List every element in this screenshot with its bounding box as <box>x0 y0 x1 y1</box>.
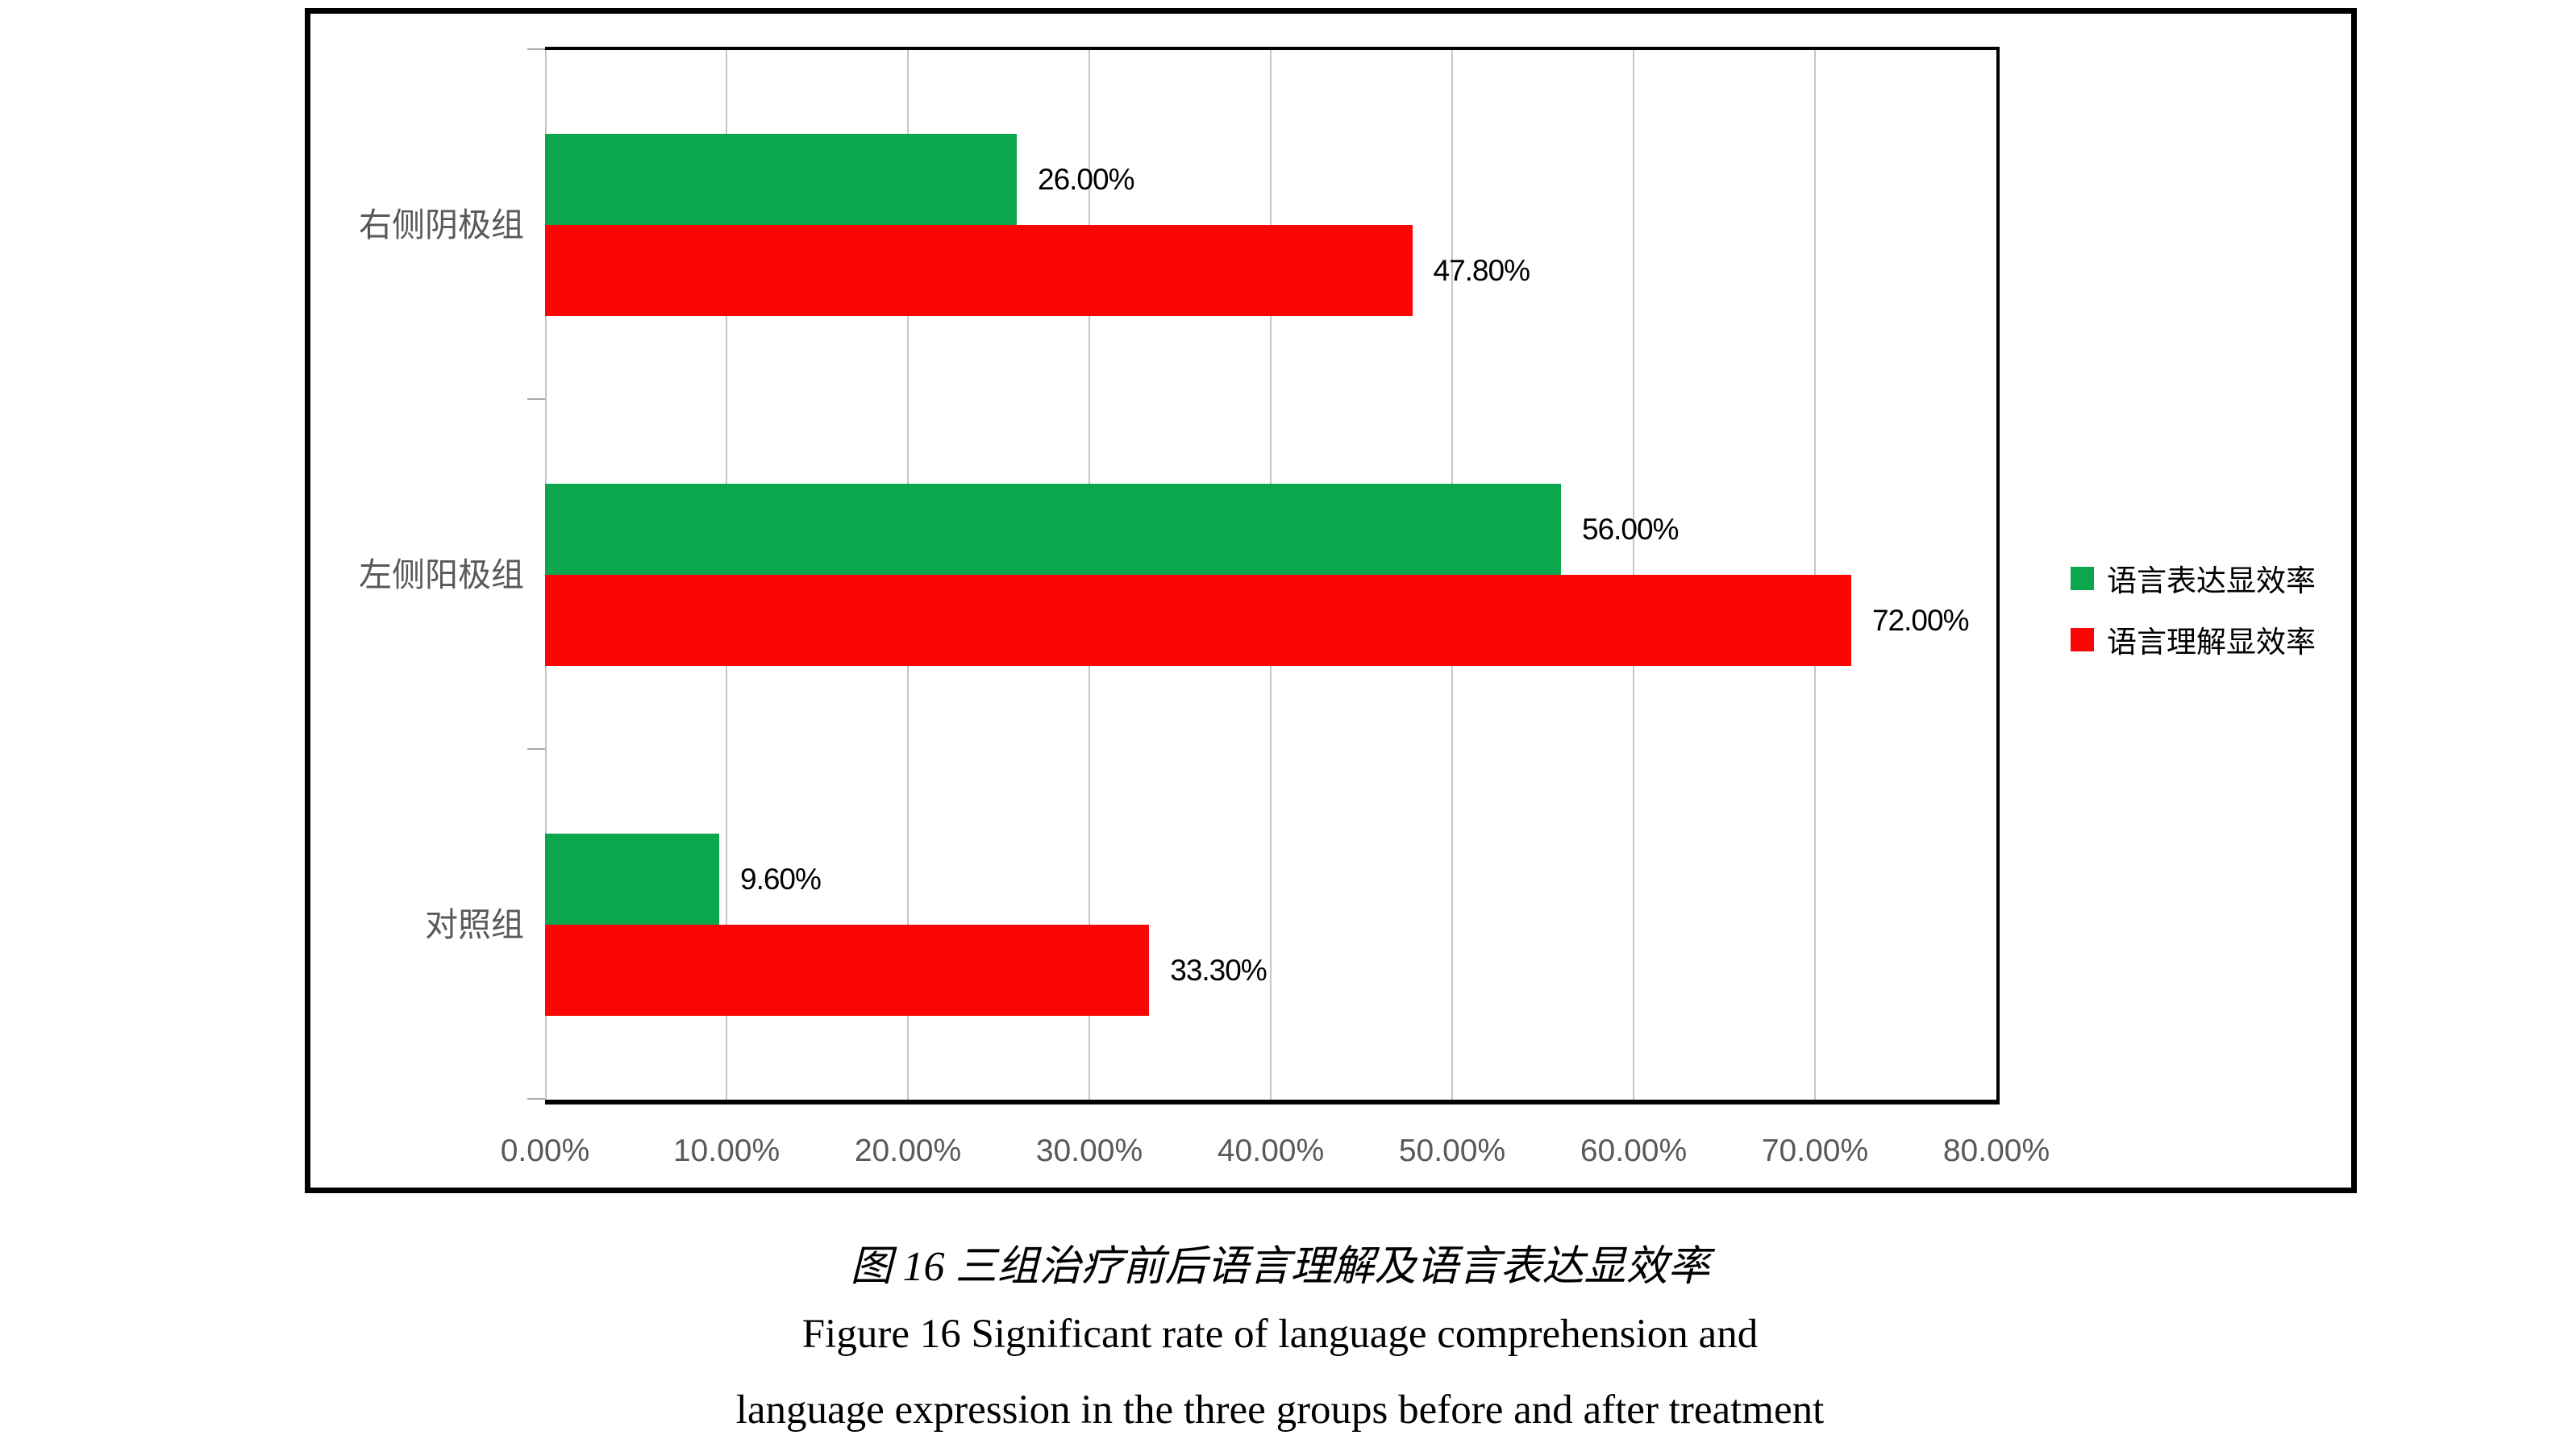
bar-comprehension-control <box>545 925 1150 1016</box>
legend-item-expression: 语言表达显效率 <box>2071 556 2316 600</box>
category-label-left-anode: 左侧阳极组 <box>359 556 524 593</box>
caption-chinese: 图 16 三组治疗前后语言理解及语言表达显效率 <box>850 1244 1710 1290</box>
category-axis-tick <box>527 48 545 50</box>
bar-comprehension-right-cathode <box>545 225 1413 316</box>
x-tick-label: 60.00% <box>1580 1134 1688 1168</box>
x-tick-label: 0.00% <box>500 1134 590 1168</box>
bar-comprehension-left-anode <box>545 575 1851 666</box>
bar-value-label: 26.00% <box>1038 162 1134 196</box>
x-tick-label: 30.00% <box>1035 1134 1143 1168</box>
x-tick-label: 80.00% <box>1942 1134 2050 1168</box>
category-band-control: 9.60% 33.30% <box>545 750 1996 1100</box>
bar-expression-control <box>545 834 719 925</box>
category-label-right-cathode: 右侧阴极组 <box>359 206 524 243</box>
legend: 语言表达显效率 语言理解显效率 <box>2071 556 2316 661</box>
legend-item-comprehension: 语言理解显效率 <box>2071 618 2316 661</box>
category-band-right-cathode: 26.00% 47.80% <box>545 50 1996 400</box>
category-axis-tick <box>527 1098 545 1100</box>
legend-label: 语言表达显效率 <box>2107 564 2316 597</box>
bar-value-label: 56.00% <box>1582 512 1679 546</box>
x-tick-label: 70.00% <box>1761 1134 1869 1168</box>
category-axis-tick <box>527 748 545 750</box>
bar-value-label: 47.80% <box>1433 253 1530 287</box>
bar-expression-right-cathode <box>545 134 1017 225</box>
bar-value-label: 33.30% <box>1170 953 1267 987</box>
x-tick-label: 40.00% <box>1217 1134 1325 1168</box>
legend-swatch-red <box>2071 627 2094 651</box>
legend-label: 语言理解显效率 <box>2107 626 2316 659</box>
bar-expression-left-anode <box>545 484 1561 575</box>
category-label-control: 对照组 <box>425 906 524 943</box>
category-band-left-anode: 56.00% 72.00% <box>545 400 1996 750</box>
plot-area: 26.00% 47.80% 56.00% 72.00% 9.60% <box>545 47 2000 1104</box>
caption-english-line1: Figure 16 Significant rate of language c… <box>801 1312 1759 1357</box>
category-axis-tick <box>527 398 545 400</box>
caption-english-line2: language expression in the three groups … <box>735 1387 1825 1433</box>
x-tick-label: 20.00% <box>854 1134 962 1168</box>
bar-value-label: 72.00% <box>1872 603 1969 637</box>
bar-value-label: 9.60% <box>740 862 822 896</box>
legend-swatch-green <box>2071 566 2094 590</box>
x-tick-label: 10.00% <box>672 1134 780 1168</box>
x-tick-label: 50.00% <box>1398 1134 1506 1168</box>
